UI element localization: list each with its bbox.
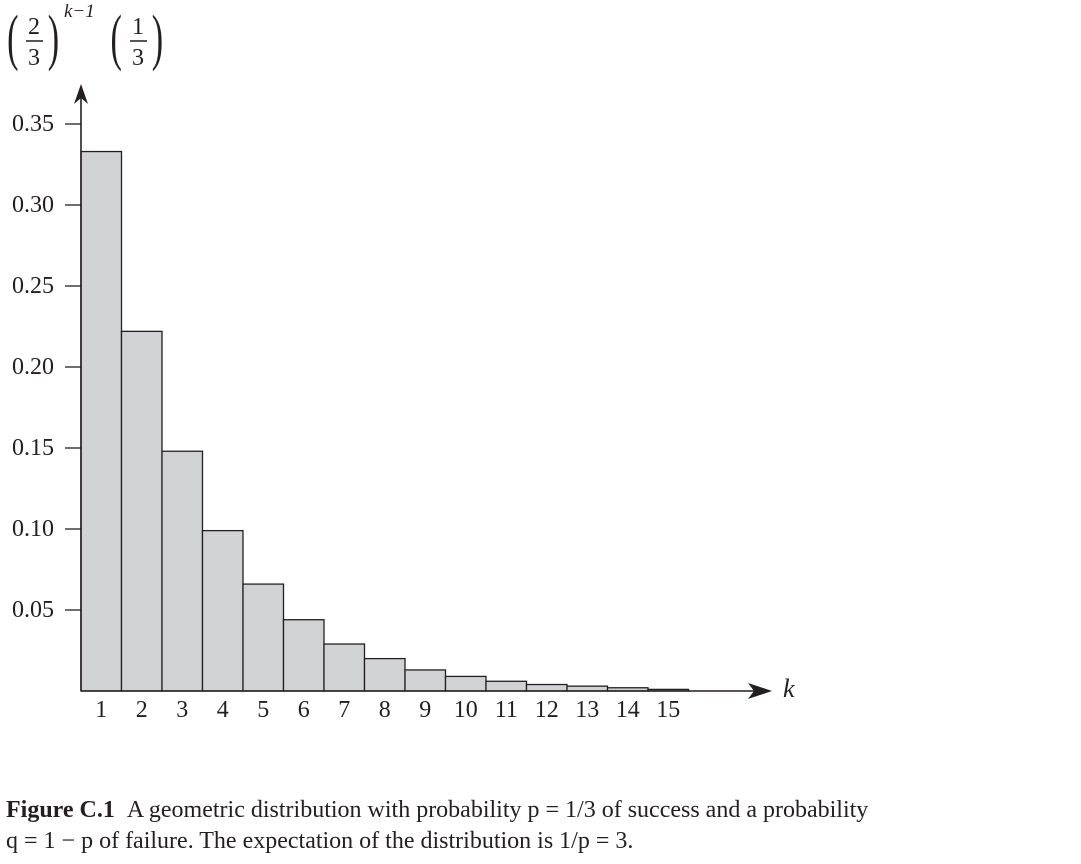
x-tick-label: 1 bbox=[95, 697, 108, 723]
x-tick-label: 6 bbox=[297, 697, 310, 723]
x-tick-label: 11 bbox=[494, 697, 518, 723]
x-tick-label: 15 bbox=[656, 697, 681, 723]
bar-k-3 bbox=[161, 450, 204, 692]
bar-k-11 bbox=[485, 680, 528, 692]
bar-k-7 bbox=[323, 643, 366, 692]
bar-k-5 bbox=[242, 583, 285, 692]
bar-k-9 bbox=[404, 669, 447, 692]
x-tick-label: 2 bbox=[135, 697, 148, 723]
svg-text:(: ( bbox=[7, 4, 18, 72]
svg-text:3: 3 bbox=[132, 45, 144, 71]
svg-text:): ) bbox=[48, 4, 59, 72]
base-numerator: 2 bbox=[28, 14, 40, 40]
x-tick-label: 10 bbox=[453, 697, 478, 723]
x-tick-label: 9 bbox=[419, 697, 432, 723]
y-tick-label: 0.30 bbox=[12, 192, 54, 218]
figure-caption: Figure C.1 A geometric distribution with … bbox=[6, 795, 1081, 857]
bar-k-1 bbox=[80, 150, 123, 692]
y-tick-label: 0.20 bbox=[12, 354, 54, 380]
svg-text:): ) bbox=[152, 4, 163, 72]
bar-k-12 bbox=[525, 683, 568, 692]
caption-line-2: q = 1 − p of failure. The expectation of… bbox=[6, 828, 634, 854]
bar-chart bbox=[65, 84, 772, 699]
y-tick-label: 0.10 bbox=[12, 516, 54, 542]
y-ticks bbox=[65, 123, 81, 611]
svg-text:1: 1 bbox=[132, 14, 144, 40]
x-tick-label: 12 bbox=[534, 697, 559, 723]
x-tick-label: 7 bbox=[338, 697, 351, 723]
x-tick-label: 4 bbox=[216, 697, 229, 723]
x-tick-label: 5 bbox=[257, 697, 270, 723]
y-tick-label: 0.35 bbox=[12, 111, 54, 137]
x-tick-label: 14 bbox=[615, 697, 640, 723]
y-tick-label: 0.05 bbox=[12, 597, 54, 623]
svg-text:(: ( bbox=[111, 4, 122, 72]
svg-text:3: 3 bbox=[28, 45, 40, 71]
x-axis-label: k bbox=[783, 674, 795, 703]
bar-k-6 bbox=[282, 619, 325, 692]
y-tick-label: 0.25 bbox=[12, 273, 54, 299]
x-axis-arrow-icon bbox=[748, 683, 772, 699]
x-tick-label: 13 bbox=[575, 697, 600, 723]
bar-k-2 bbox=[120, 330, 163, 692]
x-tick-label: 3 bbox=[176, 697, 189, 723]
bar-k-4 bbox=[201, 529, 244, 692]
caption-label: Figure C.1 bbox=[6, 797, 115, 823]
bar-k-8 bbox=[363, 657, 406, 692]
x-tick-label: 8 bbox=[378, 697, 391, 723]
y-axis-formula: ( 2 3 ) k−1 ( 1 3 ) bbox=[6, 1, 176, 87]
y-tick-label: 0.15 bbox=[12, 435, 54, 461]
bars bbox=[80, 150, 690, 692]
svg-text:k−1: k−1 bbox=[64, 4, 95, 22]
caption-line-1: A geometric distribution with probabilit… bbox=[126, 797, 869, 823]
bar-k-10 bbox=[444, 675, 487, 692]
y-axis-arrow-icon bbox=[74, 84, 88, 104]
